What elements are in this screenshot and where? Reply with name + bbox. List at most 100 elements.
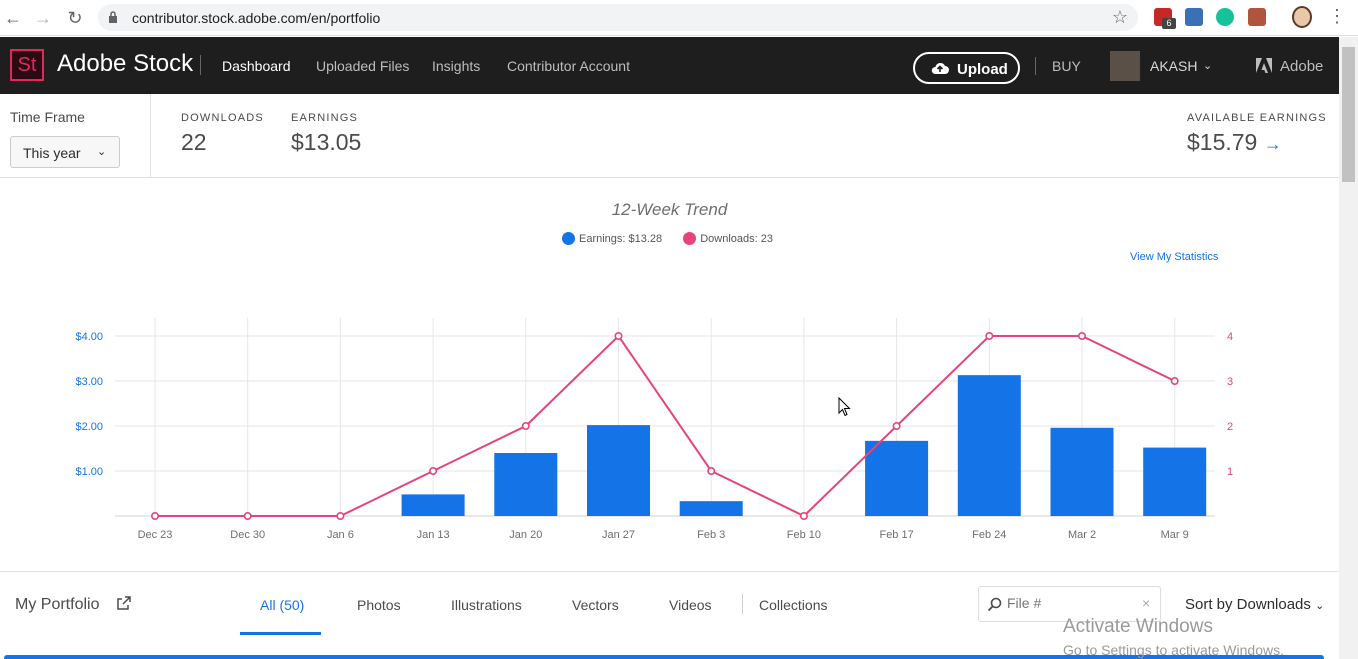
point-downloads xyxy=(707,467,716,476)
bar-earnings xyxy=(1050,427,1114,516)
cursor-icon xyxy=(838,396,851,417)
portfolio-bar: My Portfolio All (50) Photos Illustratio… xyxy=(0,571,1339,637)
upload-cloud-icon xyxy=(931,62,949,74)
timeframe-select[interactable]: This year ⌄ xyxy=(10,136,120,168)
upload-button[interactable]: Upload xyxy=(913,52,1020,84)
x-tick-label: Feb 3 xyxy=(697,529,725,541)
adobe-logo-icon[interactable] xyxy=(1256,58,1272,73)
file-search-box[interactable]: × xyxy=(978,586,1161,622)
earnings-value: $13.05 xyxy=(291,129,362,155)
chart-legend: Earnings: $13.28 Downloads: 23 xyxy=(562,232,791,245)
chevron-down-icon: ⌄ xyxy=(1315,600,1325,612)
nav-insights[interactable]: Insights xyxy=(432,58,481,74)
profile-avatar[interactable] xyxy=(1292,6,1312,28)
sort-dropdown[interactable]: Sort by Downloads ⌄ xyxy=(1185,596,1324,613)
view-statistics-link[interactable]: View My Statistics xyxy=(1130,251,1219,263)
point-downloads xyxy=(336,512,345,521)
back-icon[interactable]: ← xyxy=(4,8,22,28)
chart-title: 12-Week Trend xyxy=(611,200,728,219)
extension-icon[interactable] xyxy=(1185,8,1203,26)
reload-icon[interactable]: ↻ xyxy=(67,8,83,28)
legend-earnings[interactable]: Earnings: $13.28 xyxy=(562,232,663,245)
url-text: contributor.stock.adobe.com/en/portfolio xyxy=(132,10,381,26)
x-tick-label: Feb 24 xyxy=(972,529,1006,541)
active-tab-indicator xyxy=(240,632,321,635)
point-downloads xyxy=(243,512,252,521)
tab-photos[interactable]: Photos xyxy=(357,597,401,613)
nav-dashboard[interactable]: Dashboard xyxy=(222,58,291,74)
x-tick-label: Jan 6 xyxy=(327,529,354,541)
x-tick-label: Jan 27 xyxy=(602,529,635,541)
x-tick-label: Jan 20 xyxy=(509,529,542,541)
tab-videos[interactable]: Videos xyxy=(669,597,712,613)
x-tick-label: Dec 30 xyxy=(230,529,265,541)
brand-name[interactable]: Adobe Stock xyxy=(57,50,194,77)
forward-icon[interactable]: → xyxy=(34,8,52,28)
tab-all[interactable]: All (50) xyxy=(260,597,305,613)
bar-earnings xyxy=(401,494,465,516)
browser-toolbar: ← → ↻ contributor.stock.adobe.com/en/por… xyxy=(0,0,1358,36)
menu-dots-icon[interactable]: ⋮ xyxy=(1328,6,1346,26)
line-downloads xyxy=(155,334,1176,518)
timeframe-label: Time Frame xyxy=(10,109,85,125)
downloads-value: 22 xyxy=(181,129,207,155)
tab-collections[interactable]: Collections xyxy=(759,597,828,613)
divider xyxy=(150,94,151,178)
buy-link[interactable]: BUY xyxy=(1052,58,1081,74)
watermark-line-1: Activate Windows xyxy=(1063,616,1213,637)
point-downloads xyxy=(151,512,160,521)
stats-row: Time Frame This year ⌄ DOWNLOADS 22 EARN… xyxy=(0,94,1339,178)
clear-icon[interactable]: × xyxy=(1142,595,1151,611)
point-downloads xyxy=(521,422,530,431)
y-tick-label-right: 3 xyxy=(1227,376,1233,388)
y-tick-label-right: 2 xyxy=(1227,421,1233,433)
top-navigation-bar: St Adobe Stock Dashboard Uploaded Files … xyxy=(0,37,1339,94)
adobe-link[interactable]: Adobe xyxy=(1280,58,1324,75)
y-tick-label-left: $4.00 xyxy=(75,331,103,343)
bar-earnings xyxy=(865,440,929,516)
arrow-right-icon[interactable]: → xyxy=(1263,134,1282,154)
stock-logo[interactable]: St xyxy=(10,49,44,81)
address-bar[interactable]: contributor.stock.adobe.com/en/portfolio… xyxy=(98,4,1138,31)
point-downloads xyxy=(1170,377,1179,386)
point-downloads xyxy=(892,422,901,431)
divider xyxy=(1035,57,1036,75)
y-tick-label-left: $2.00 xyxy=(75,421,103,433)
portfolio-title: My Portfolio xyxy=(15,596,100,613)
grammarly-extension-icon[interactable] xyxy=(1216,8,1234,26)
extension-badge: 6 xyxy=(1162,18,1176,29)
nav-uploaded-files[interactable]: Uploaded Files xyxy=(316,58,410,74)
legend-earnings-dot xyxy=(562,232,575,245)
x-tick-label: Mar 2 xyxy=(1068,529,1096,541)
user-menu[interactable]: AKASH xyxy=(1150,58,1198,74)
external-link-icon[interactable] xyxy=(117,596,131,610)
point-downloads xyxy=(614,331,623,340)
pdf-extension-icon[interactable] xyxy=(1248,8,1266,26)
x-tick-label: Mar 9 xyxy=(1161,529,1189,541)
nav-contributor-account[interactable]: Contributor Account xyxy=(507,58,630,74)
content-top-bar xyxy=(4,655,1324,659)
point-downloads xyxy=(799,512,808,521)
chevron-down-icon[interactable]: ⌄ xyxy=(1203,60,1213,72)
windows-activation-watermark: Activate Windows Go to Settings to activ… xyxy=(1063,616,1284,658)
bar-earnings xyxy=(679,501,743,516)
file-number-input[interactable] xyxy=(1007,595,1137,611)
lock-icon xyxy=(109,11,117,23)
point-downloads xyxy=(985,331,994,340)
trend-chart: $1.00 $2.00 $3.00 $4.00 1 2 3 4 Dec 23 Dec 30 Jan … xyxy=(75,318,1233,541)
available-earnings-amount: $15.79 xyxy=(1187,129,1258,155)
legend-earnings-label: Earnings: $13.28 xyxy=(579,233,663,245)
tab-illustrations[interactable]: Illustrations xyxy=(451,597,522,613)
chevron-down-icon: ⌄ xyxy=(97,146,107,158)
legend-downloads[interactable]: Downloads: 23 xyxy=(683,232,773,245)
watermark-line-2: Go to Settings to activate Windows. xyxy=(1063,642,1284,658)
bar-earnings xyxy=(587,425,650,516)
tab-vectors[interactable]: Vectors xyxy=(572,597,619,613)
search-icon xyxy=(987,597,1002,612)
star-icon[interactable]: ☆ xyxy=(1111,7,1128,27)
x-tick-label: Dec 23 xyxy=(138,529,173,541)
page-scrollbar[interactable] xyxy=(1339,37,1358,659)
y-tick-label-right: 1 xyxy=(1227,466,1233,478)
user-avatar[interactable] xyxy=(1110,51,1140,81)
scrollbar-thumb[interactable] xyxy=(1342,47,1355,182)
